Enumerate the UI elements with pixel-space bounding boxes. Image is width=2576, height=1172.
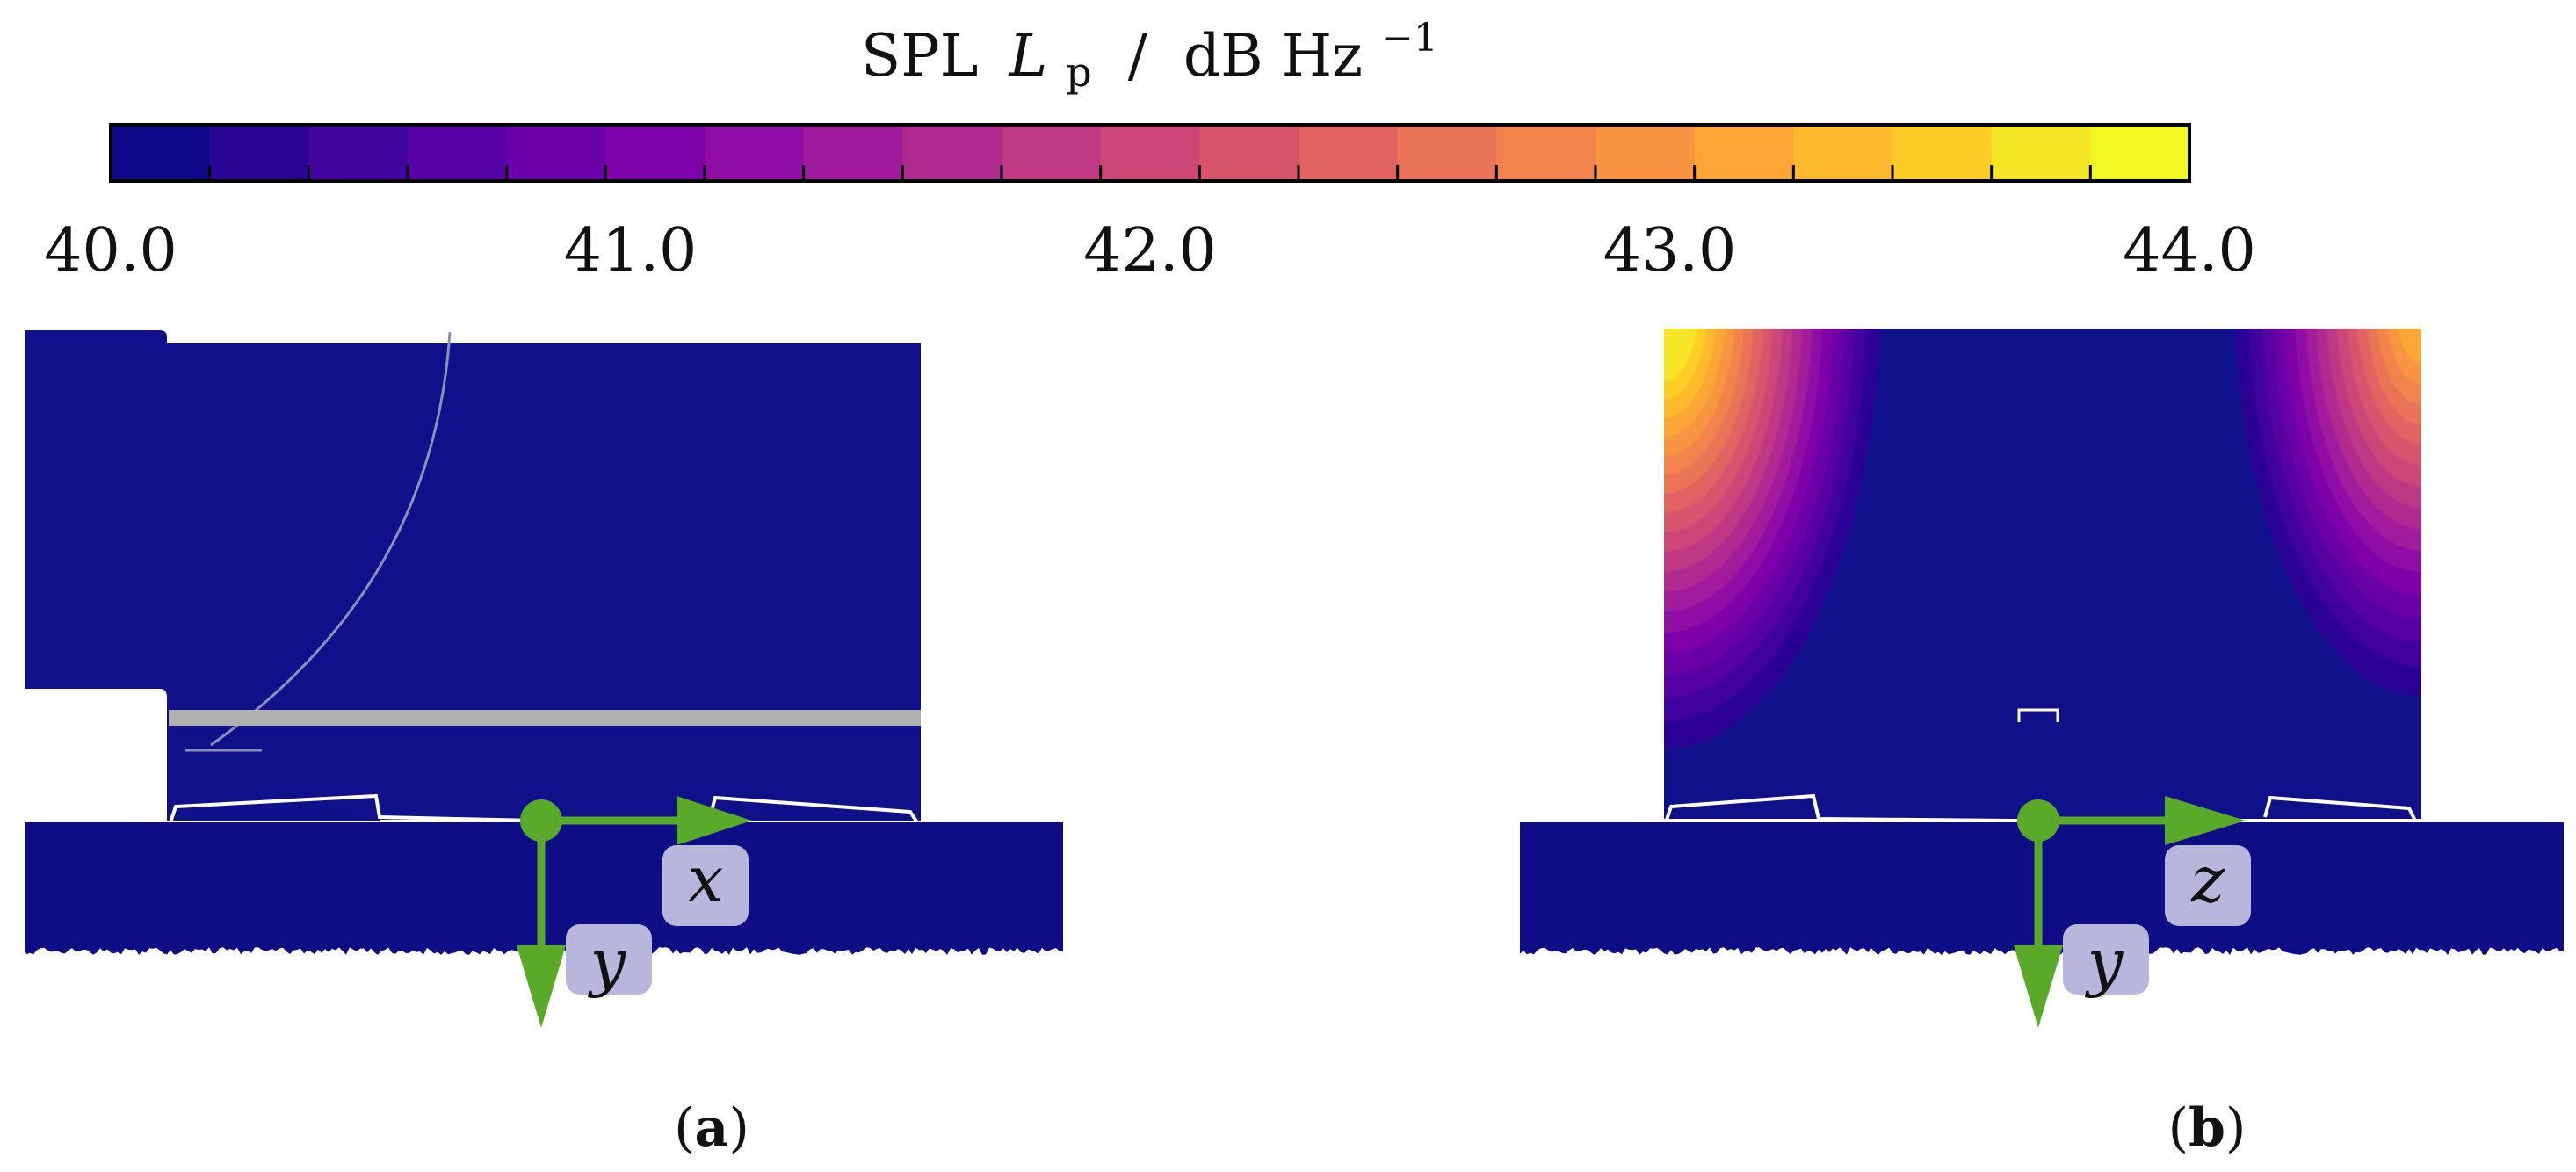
axis-x-arrowhead xyxy=(677,796,752,845)
colorbar-swatch xyxy=(1002,125,1102,181)
contour-level xyxy=(2397,329,2421,364)
panel-b-lobe-left xyxy=(1664,329,1880,749)
colorbar-tick-label: 41.0 xyxy=(564,216,697,286)
badge-x xyxy=(662,845,749,926)
colorbar-frame xyxy=(109,123,2191,183)
panel-b-close-paren: ) xyxy=(2225,1097,2246,1159)
panel-a-close-paren: ) xyxy=(728,1097,749,1159)
colorbar-tick-label: 40.0 xyxy=(44,216,177,286)
badge-z xyxy=(2165,845,2251,926)
colorbar-swatch xyxy=(111,125,211,181)
badge-y-b xyxy=(2063,924,2149,995)
panel-a xyxy=(25,330,1063,955)
colorbar-swatch xyxy=(308,125,409,181)
panel-b-label: (b) xyxy=(2168,1097,2247,1159)
panel-b-bracket xyxy=(2017,708,2059,722)
origin-a xyxy=(520,799,562,842)
colorbar-ticks xyxy=(208,165,2092,181)
colorbar-tick-label: 42.0 xyxy=(1083,216,1216,286)
colorbar-title-unit: dB Hz xyxy=(1183,22,1363,90)
colorbar-swatch xyxy=(1793,125,1893,181)
axis-y-arrowhead-a xyxy=(517,945,566,1028)
colorbar: SPL L p / dB Hz −1 40.0 41.0 42.0 43.0 44.0 xyxy=(44,16,2255,286)
axis-z-arrowhead xyxy=(2165,796,2246,845)
colorbar-swatch xyxy=(1299,125,1399,181)
colorbar-tick-label: 43.0 xyxy=(1603,216,1736,286)
colorbar-swatch xyxy=(408,125,508,181)
panel-b-letter: b xyxy=(2189,1097,2225,1159)
axis-y-label-a: y xyxy=(588,925,627,999)
panel-b xyxy=(1520,329,2564,955)
colorbar-swatch xyxy=(605,125,706,181)
colorbar-swatch xyxy=(1397,125,1498,181)
colorbar-title-subscript: p xyxy=(1066,48,1091,96)
colorbar-swatch xyxy=(1892,125,1993,181)
panel-a-axes: x y xyxy=(517,796,752,1028)
colorbar-swatches xyxy=(111,125,2190,181)
colorbar-swatch xyxy=(705,125,805,181)
axis-y-arrowhead-b xyxy=(2014,945,2063,1028)
axis-z-label: z xyxy=(2190,843,2225,916)
colorbar-swatch xyxy=(1991,125,2092,181)
colorbar-title-sep: / xyxy=(1128,22,1148,90)
colorbar-swatch xyxy=(1496,125,1596,181)
colorbar-swatch xyxy=(1199,125,1299,181)
colorbar-swatch xyxy=(1694,125,1795,181)
origin-b xyxy=(2017,799,2059,842)
panel-a-profile xyxy=(169,793,919,824)
axis-y-label-b: y xyxy=(2085,925,2124,999)
badge-y-a xyxy=(566,924,652,995)
panel-b-profile xyxy=(1664,793,2418,823)
panel-a-arc xyxy=(210,331,452,747)
panel-a-letter: a xyxy=(695,1097,729,1159)
colorbar-title: SPL L p / dB Hz −1 xyxy=(861,16,1438,100)
axis-x-label: x xyxy=(688,843,724,916)
colorbar-swatch xyxy=(803,125,904,181)
panel-a-field xyxy=(25,330,921,821)
panel-a-label: (a) xyxy=(674,1097,749,1159)
colorbar-title-exponent: −1 xyxy=(1381,16,1438,61)
colorbar-swatch xyxy=(1596,125,1696,181)
colorbar-tick-label: 44.0 xyxy=(2123,216,2255,286)
panel-a-open-paren: ( xyxy=(674,1097,694,1159)
panel-b-axes: z y xyxy=(2014,796,2251,1028)
colorbar-swatch xyxy=(1100,125,1201,181)
contour-level xyxy=(1664,329,1697,381)
panel-a-wall xyxy=(169,710,921,726)
colorbar-swatch xyxy=(506,125,607,181)
colorbar-tick-labels: 40.0 41.0 42.0 43.0 44.0 xyxy=(44,216,2255,286)
panel-b-open-paren: ( xyxy=(2168,1097,2189,1159)
colorbar-title-main: SPL xyxy=(861,22,978,90)
colorbar-title-symbol: L xyxy=(1008,22,1047,90)
colorbar-swatch xyxy=(209,125,310,181)
panel-b-lobe-right xyxy=(2235,329,2421,696)
colorbar-swatch xyxy=(2090,125,2190,181)
colorbar-swatch xyxy=(902,125,1002,181)
